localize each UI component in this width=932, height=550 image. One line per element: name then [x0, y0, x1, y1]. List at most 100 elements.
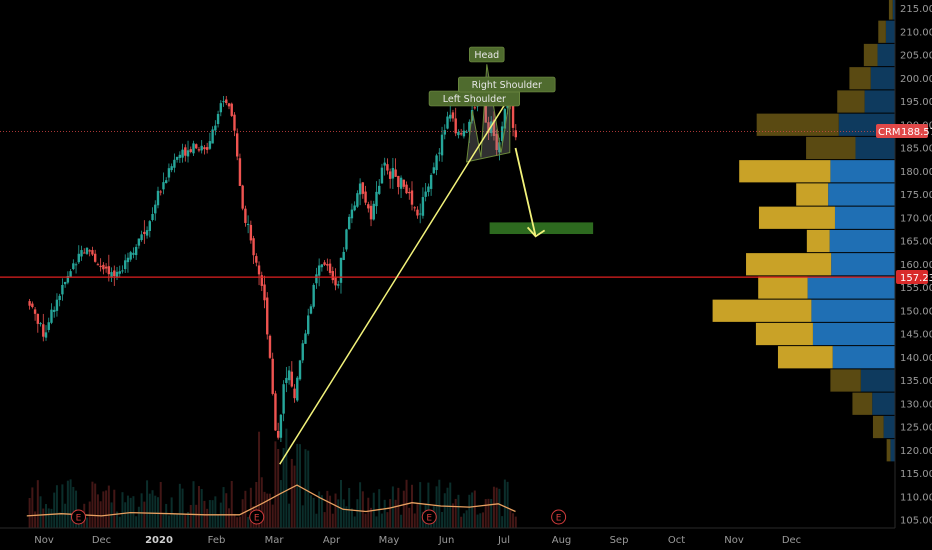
candle-body	[334, 277, 337, 286]
volume-profile-down-bar	[888, 0, 893, 20]
volume-bar	[471, 492, 474, 528]
candle-body	[227, 103, 231, 107]
volume-profile-down-bar	[712, 299, 812, 322]
volume-bar	[36, 480, 39, 528]
volume-bar	[370, 507, 373, 528]
volume-profile-up-bar	[812, 322, 895, 346]
volume-bar	[165, 503, 168, 528]
candle-body	[110, 272, 113, 277]
volume-bar	[359, 482, 362, 528]
candle-body	[451, 112, 455, 119]
candle-body	[372, 203, 375, 220]
candle-body	[323, 262, 326, 265]
volume-bar	[345, 506, 348, 528]
volume-bar	[331, 513, 334, 528]
candle-body	[298, 360, 302, 380]
candle-body	[405, 184, 408, 194]
volume-bar	[449, 482, 452, 528]
time-tick-label: Nov	[724, 535, 744, 546]
volume-bar	[124, 502, 127, 528]
volume-profile-down-bar	[886, 439, 891, 462]
price-tick-label: 150.00	[900, 306, 932, 317]
candle-body	[443, 130, 446, 135]
price-tick-label: 195.00	[900, 97, 932, 108]
volume-bar	[290, 458, 293, 528]
volume-bar	[462, 513, 465, 528]
volume-profile-down-bar	[746, 253, 832, 276]
volume-bar	[342, 499, 345, 528]
time-tick-label: 2020	[145, 535, 173, 546]
right-shoulder-label: Right Shoulder	[472, 80, 542, 91]
volume-bar	[288, 503, 291, 528]
candle-body	[77, 253, 80, 263]
volume-bar	[238, 516, 241, 528]
candle-body	[378, 185, 381, 194]
volume-bar	[364, 513, 367, 528]
candle-body	[148, 221, 151, 231]
volume-bar	[438, 479, 441, 528]
volume-bar	[206, 508, 209, 528]
candle-body	[296, 377, 299, 401]
candle-body	[31, 303, 34, 308]
volume-profile-down-bar	[852, 392, 873, 415]
candle-body	[91, 250, 94, 255]
volume-bar	[69, 479, 72, 528]
candle-body	[350, 209, 354, 219]
volume-bar	[176, 513, 179, 528]
candle-body	[408, 191, 411, 194]
candle-body	[121, 270, 124, 272]
candle-body	[107, 266, 111, 275]
candle-body	[339, 257, 343, 283]
volume-bar	[482, 512, 485, 528]
price-tick-label: 205.00	[900, 51, 932, 62]
volume-profile-up-bar	[834, 206, 895, 229]
volume-bar	[506, 481, 509, 528]
candle-body	[353, 205, 356, 211]
candle-body	[304, 333, 307, 344]
candle-body	[356, 193, 359, 207]
volume-bar	[492, 486, 495, 528]
price-tick-label: 125.00	[900, 423, 932, 434]
price-tick-label: 200.00	[900, 74, 932, 85]
time-tick-label: Mar	[265, 535, 285, 546]
candle-body	[99, 265, 102, 268]
volume-bar	[260, 477, 263, 528]
candle-body	[454, 118, 457, 134]
candle-body	[484, 100, 487, 123]
volume-bar	[339, 479, 342, 528]
volume-bar	[427, 482, 430, 528]
price-tick-label: 110.00	[900, 492, 932, 503]
volume-bar	[34, 511, 37, 528]
candle-body	[137, 238, 141, 246]
volume-profile-down-bar	[849, 67, 871, 90]
volume-bar	[159, 481, 162, 528]
volume-bar	[156, 497, 159, 528]
volume-profile-down-bar	[830, 369, 861, 392]
last-price-tag	[876, 124, 928, 138]
volume-bar	[105, 490, 108, 528]
volume-bar	[118, 516, 121, 528]
volume-bar	[274, 441, 277, 528]
candle-body	[446, 116, 449, 129]
price-tick-label: 175.00	[900, 190, 932, 201]
earnings-marker	[249, 509, 265, 525]
candle-body	[238, 158, 242, 186]
volume-bar	[323, 512, 326, 528]
volume-profile-up-bar	[860, 369, 895, 392]
candle-body	[257, 265, 261, 275]
volume-bar	[468, 494, 471, 528]
candle-body	[326, 264, 329, 266]
volume-profile-up-bar	[864, 90, 895, 113]
volume-profile-down-bar	[777, 346, 833, 369]
volume-bar	[143, 501, 146, 528]
volume-bar	[465, 510, 468, 528]
volume-bar	[416, 504, 419, 528]
candle-body	[473, 107, 477, 109]
candle-body	[421, 197, 425, 216]
candle-body	[320, 264, 324, 268]
candle-body	[96, 264, 100, 266]
volume-bar	[307, 450, 310, 528]
candle-body	[307, 315, 310, 334]
candle-body	[394, 169, 397, 177]
